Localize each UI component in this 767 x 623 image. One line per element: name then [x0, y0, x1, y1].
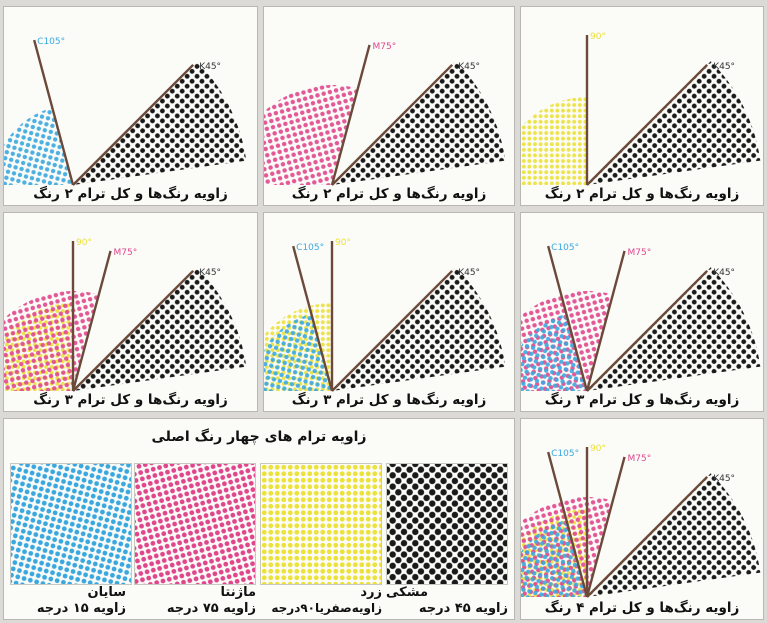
angle-diagram: C105° M75° K45° — [521, 243, 761, 392]
black-angle-label: K45° — [713, 268, 735, 278]
panel-4color-cymk: C105° 90° M75° K45° زاویه رنگ‌ها و کل ترام … — [520, 418, 764, 620]
black-angle-label: K45° — [458, 268, 480, 278]
swatch-cyan — [10, 463, 132, 585]
swatch-cyan-name: سایان — [87, 585, 126, 600]
swatch-black — [386, 463, 508, 585]
black-screen-sector — [332, 61, 506, 185]
yellow-screen-sector — [521, 97, 587, 185]
black-angle-line — [331, 63, 454, 186]
yellow-angle-label: 90° — [590, 32, 606, 42]
panel-3color-cyk: C105° 90° K45° زاویه رنگ‌ها و کل ترام ۳ رن… — [263, 212, 515, 412]
cyan-screen-sector — [4, 107, 73, 185]
magenta-angle-line — [585, 456, 626, 598]
cyan-dot-field — [11, 464, 131, 584]
magenta-angle-label: M75° — [628, 248, 652, 258]
magenta-angle-line — [330, 44, 371, 186]
black-angle-line — [586, 269, 709, 392]
panel-caption: زاویه رنگ‌ها و کل ترام ۲ رنگ — [544, 186, 740, 202]
magenta-angle-label: M75° — [373, 42, 397, 52]
magenta-screen-sector — [4, 291, 99, 391]
swatch-yellow-angle: زاویه‌صفریا۹۰درجه — [271, 601, 382, 615]
panel-caption: زاویه رنگ‌ها و کل ترام ۴ رنگ — [544, 600, 740, 616]
yellow-dot-pattern — [261, 464, 381, 584]
swatch-magenta — [134, 463, 256, 585]
black-angle-line — [331, 269, 454, 392]
angle-diagram: C105° 90° K45° — [264, 238, 506, 392]
yellow-angle-label: 90° — [335, 238, 351, 248]
yellow-angle-label: 90° — [76, 238, 92, 248]
angle-diagram: 90° K45° — [521, 32, 761, 186]
angle-diagram: C105° 90° M75° K45° — [521, 444, 761, 598]
panel-caption: زاویه رنگ‌ها و کل ترام ۲ رنگ — [33, 186, 228, 202]
magenta-angle-label: M75° — [628, 454, 652, 464]
cyan-angle-label: C105° — [37, 37, 65, 47]
angle-diagram: C105° K45° — [4, 37, 247, 186]
black-angle-line — [72, 269, 195, 392]
magenta-angle-line — [585, 250, 626, 392]
black-screen-sector — [332, 267, 506, 391]
panel-3color-ymk: 90° M75° K45° زاویه رنگ‌ها و کل ترام ۳ رنگ — [3, 212, 258, 412]
magenta-dot-pattern — [135, 464, 255, 584]
panel-caption: زاویه رنگ‌ها و کل ترام ۳ رنگ — [544, 392, 740, 408]
cyan-angle-line — [33, 39, 75, 186]
swatch-magenta-name: ماژنتا — [220, 585, 256, 600]
panel-2color-magenta-black: M75° K45° زاویه رنگ‌ها و کل ترام ۲ رنگ — [263, 6, 515, 206]
cyan-angle-line — [547, 451, 589, 598]
black-screen-sector — [587, 61, 761, 185]
cyan-dot-pattern — [11, 464, 131, 584]
swatch-cyan-angle: زاویه ۱۵ درجه — [36, 601, 126, 616]
black-screen-sector — [587, 267, 761, 391]
black-screen-sector — [73, 267, 247, 391]
swatch-yellow-name: زرد — [360, 585, 382, 600]
panel-caption: زاویه رنگ‌ها و کل ترام ۳ رنگ — [33, 392, 228, 408]
black-dot-pattern — [387, 464, 507, 584]
yellow-dot-field — [261, 464, 381, 584]
angle-diagram: 90° M75° K45° — [4, 238, 247, 392]
panel-2color-yellow-black: 90° K45° زاویه رنگ‌ها و کل ترام ۲ رنگ — [520, 6, 764, 206]
magenta-angle-label: M75° — [114, 248, 138, 258]
swatch-black-angle: زاویه ۴۵ درجه — [418, 601, 508, 616]
black-angle-line — [586, 63, 709, 186]
screen-angles-title: زاویه ترام های چهار رنگ اصلی — [151, 429, 367, 445]
yellow-angle-label: 90° — [590, 444, 606, 454]
magenta-angle-line — [71, 250, 112, 392]
panel-caption: زاویه رنگ‌ها و کل ترام ۳ رنگ — [291, 392, 487, 408]
magenta-screen-sector — [264, 85, 358, 185]
black-angle-label: K45° — [199, 268, 221, 278]
swatch-yellow — [260, 463, 382, 585]
panel-caption: زاویه رنگ‌ها و کل ترام ۲ رنگ — [291, 186, 487, 202]
panel-2color-cyan-black: C105° K45° زاویه رنگ‌ها و کل ترام ۲ رنگ — [3, 6, 258, 206]
magenta-dot-field — [135, 464, 255, 584]
black-angle-label: K45° — [713, 62, 735, 72]
screen-angles-panel: زاویه ترام های چهار رنگ اصلی مشکی زاویه … — [3, 418, 515, 620]
cyan-angle-line — [292, 245, 334, 392]
black-angle-label: K45° — [458, 62, 480, 72]
black-dot-field — [387, 464, 507, 584]
cyan-angle-label: C105° — [551, 243, 579, 253]
swatch-black-name: مشکی — [386, 585, 428, 600]
cyan-screen-sector — [264, 313, 332, 391]
panel-3color-cmk: C105° M75° K45° زاویه رنگ‌ها و کل ترام ۳ ر… — [520, 212, 764, 412]
cyan-angle-line — [547, 245, 589, 392]
angle-diagram: M75° K45° — [264, 42, 506, 186]
black-angle-line — [72, 63, 195, 186]
black-angle-line — [586, 475, 709, 598]
black-angle-label: K45° — [713, 474, 735, 484]
black-screen-sector — [587, 473, 761, 597]
swatch-magenta-angle: زاویه ۷۵ درجه — [166, 601, 256, 616]
cyan-angle-label: C105° — [296, 243, 324, 253]
black-angle-label: K45° — [199, 62, 221, 72]
cyan-angle-label: C105° — [551, 449, 579, 459]
black-screen-sector — [73, 61, 247, 185]
